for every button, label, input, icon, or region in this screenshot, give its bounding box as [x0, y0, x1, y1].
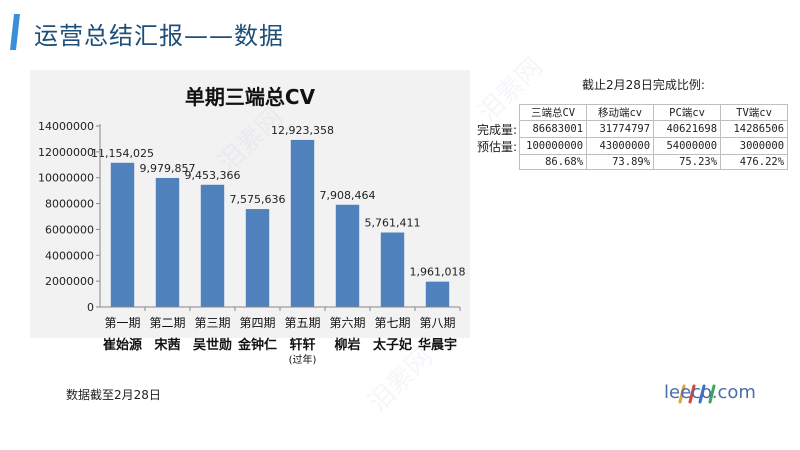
page-title: 运营总结汇报——数据: [34, 22, 284, 50]
y-tick-label: 0: [87, 301, 94, 314]
table-row: 预估量: 100000000 43000000 54000000 3000000: [474, 137, 789, 155]
x-host-note: (过年): [289, 353, 317, 366]
bar: [380, 232, 405, 307]
bar-chart: 单期三端总CV 0 2000000 4000000 6000000 8000000 100…: [38, 85, 465, 366]
y-tick-label: 4000000: [45, 249, 94, 262]
y-axis-ticks: 0 2000000 4000000 6000000 8000000 10000000 120…: [38, 120, 100, 314]
table-cell: 476.22%: [720, 154, 789, 170]
y-tick-label: 2000000: [45, 275, 94, 288]
x-category-label: 第七期: [374, 316, 410, 330]
bar: [200, 184, 225, 307]
x-host-label: 柳岩: [334, 337, 360, 353]
data-date-note: 数据截至2月28日: [66, 388, 161, 402]
bar-value-label: 7,575,636: [230, 193, 286, 206]
table-caption: 截止2月28日完成比例:: [582, 78, 705, 92]
y-tick-label: 14000000: [38, 120, 94, 133]
x-host-label: 轩轩: [289, 337, 315, 353]
y-tick-label: 10000000: [38, 172, 94, 185]
x-host-label: 崔始源: [103, 337, 142, 353]
x-host-label: 金钟仁: [237, 337, 277, 353]
brand-logo-mark: [678, 384, 716, 404]
x-category-label: 第五期: [284, 316, 320, 330]
x-host-label: 太子妃: [372, 337, 412, 353]
bar: [335, 204, 360, 307]
row-label: 完成量:: [477, 122, 518, 137]
x-category-label: 第三期: [194, 316, 230, 330]
table-cell: 31774797: [586, 120, 655, 138]
bar: [425, 281, 450, 307]
table-header-row: 三端总CV 移动端cv PC端cv TV端cv: [474, 104, 789, 121]
bar-value-label: 1,961,018: [410, 266, 466, 279]
row-label: 预估量:: [477, 139, 518, 154]
bars: [110, 139, 450, 307]
x-category-label: 第四期: [239, 316, 275, 330]
bar: [245, 209, 270, 307]
x-category-label: 第一期: [104, 316, 140, 330]
table-cell: 73.89%: [586, 154, 655, 170]
chart-title: 单期三端总CV: [185, 85, 316, 109]
table-header: TV端cv: [720, 104, 789, 121]
bar-value-label: 7,908,464: [320, 189, 376, 202]
x-host-label: 宋茜: [153, 337, 180, 353]
table-cell: 86.68%: [519, 154, 588, 170]
bar: [155, 177, 180, 307]
y-tick-label: 12000000: [38, 146, 94, 159]
table-row: 86.68% 73.89% 75.23% 476.22%: [474, 154, 789, 170]
table-cell: 3000000: [720, 137, 789, 155]
bar: [110, 162, 135, 307]
table-cell: 14286506: [720, 120, 789, 138]
bar-value-label: 9,979,857: [140, 162, 196, 175]
bar: [290, 139, 315, 307]
table-cell: 75.23%: [653, 154, 722, 170]
bar-value-label: 12,923,358: [271, 124, 334, 137]
x-host-label: 吴世勋: [193, 337, 232, 353]
table-header: PC端cv: [653, 104, 722, 121]
x-category-label: 第二期: [149, 316, 185, 330]
table-cell: 100000000: [519, 137, 588, 155]
bar-value-label: 11,154,025: [91, 147, 154, 160]
table-row: 完成量: 86683001 31774797 40621698 14286506: [474, 120, 789, 138]
y-tick-label: 8000000: [45, 198, 94, 211]
table-cell: 86683001: [519, 120, 588, 138]
cv-completion-table: 三端总CV 移动端cv PC端cv TV端cv 完成量: 86683001 31…: [474, 104, 789, 170]
brand-name: leeco.com: [664, 382, 756, 403]
title-accent-bar: [10, 14, 20, 50]
table-cell: 40621698: [653, 120, 722, 138]
bar-value-label: 5,761,411: [365, 217, 421, 230]
bar-value-label: 9,453,366: [185, 169, 241, 182]
table-cell: 43000000: [586, 137, 655, 155]
x-category-label: 第六期: [329, 316, 365, 330]
row-label: [474, 155, 520, 170]
x-host-label: 华晨宇: [418, 337, 457, 353]
table-header: 三端总CV: [519, 104, 588, 121]
table-header: 移动端cv: [586, 104, 655, 121]
x-category-label: 第八期: [419, 316, 455, 330]
table-cell: 54000000: [653, 137, 722, 155]
y-tick-label: 6000000: [45, 223, 94, 236]
